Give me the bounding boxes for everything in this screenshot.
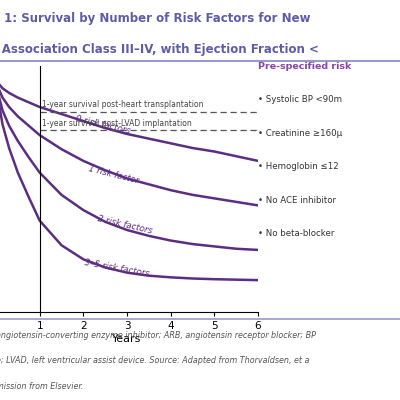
Text: e; LVAD, left ventricular assist device. Source: Adapted from Thorvaldsen, et a: e; LVAD, left ventricular assist device.…: [0, 356, 309, 365]
Text: e 1: Survival by Number of Risk Factors for New: e 1: Survival by Number of Risk Factors …: [0, 12, 310, 25]
Text: • Creatinine ≥160μ: • Creatinine ≥160μ: [258, 129, 342, 138]
Text: 0 risk factors: 0 risk factors: [74, 114, 131, 135]
X-axis label: Years: Years: [112, 334, 142, 344]
Text: mission from Elsevier.: mission from Elsevier.: [0, 382, 83, 390]
Text: 1-year survival post-LVAD implantation: 1-year survival post-LVAD implantation: [42, 119, 192, 128]
Text: • No beta-blocker: • No beta-blocker: [258, 230, 334, 238]
Text: angiotensin-converting enzyme inhibitor; ARB, angiotensin receptor blocker; BP: angiotensin-converting enzyme inhibitor;…: [0, 331, 316, 340]
Text: • Systolic BP <90m: • Systolic BP <90m: [258, 96, 342, 104]
Text: t Association Class III–IV, with Ejection Fraction <: t Association Class III–IV, with Ejectio…: [0, 43, 319, 56]
Text: • Hemoglobin ≤12: • Hemoglobin ≤12: [258, 162, 339, 172]
Text: 2 risk factors: 2 risk factors: [96, 215, 153, 236]
Text: 3–5 risk factors: 3–5 risk factors: [83, 258, 150, 279]
Text: 1 risk factor: 1 risk factor: [88, 164, 140, 186]
Text: • No ACE inhibitor: • No ACE inhibitor: [258, 196, 336, 205]
Text: Pre-specified risk: Pre-specified risk: [258, 62, 351, 71]
Text: 1-year survival post-heart transplantation: 1-year survival post-heart transplantati…: [42, 100, 203, 109]
